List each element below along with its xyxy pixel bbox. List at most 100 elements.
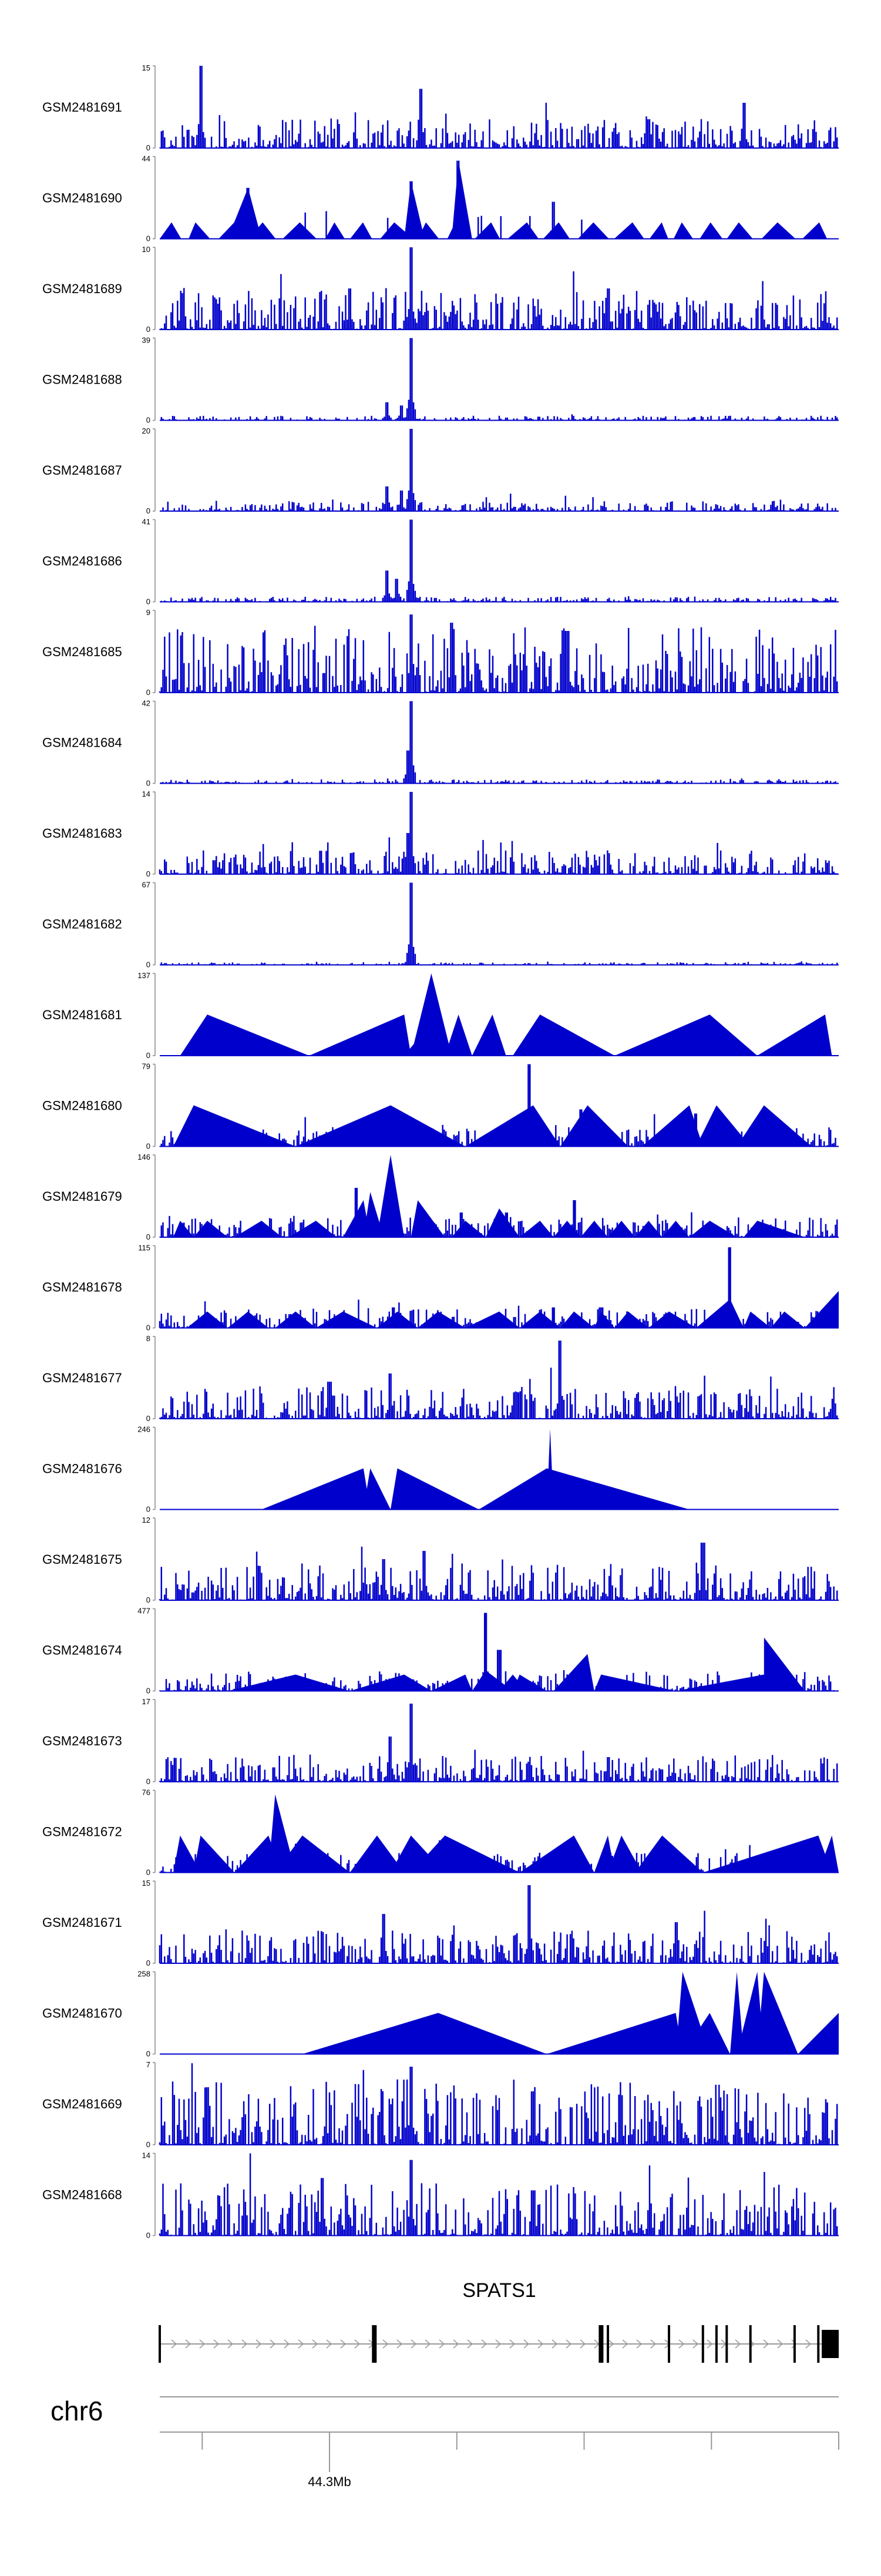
track-ymin: 0 (146, 688, 150, 697)
strand-arrow-icon (608, 2339, 614, 2349)
coverage-segment (648, 1311, 697, 1328)
track-label: GSM2481688 (42, 372, 122, 387)
coverage-segment (682, 2013, 730, 2054)
coverage-segment (594, 1674, 676, 1691)
track-GSM2481686: GSM2481686 41 0 (42, 518, 839, 606)
coverage-segment (325, 222, 345, 239)
ideogram-panel: chr6 44.3Mb (51, 2396, 839, 2489)
strand-arrow-icon (354, 2339, 361, 2349)
track-GSM2481684: GSM2481684 42 0 (42, 699, 839, 788)
track-GSM2481671: GSM2481671 15 0 (42, 1879, 839, 1967)
coverage-segment (189, 222, 210, 239)
coverage-segment (771, 1311, 805, 1328)
coverage-bars (159, 1885, 838, 1963)
coverage-segment (180, 1015, 310, 1056)
coverage-segment (302, 2013, 547, 2054)
coverage-segment (227, 187, 262, 239)
coverage-segment (553, 1221, 581, 1237)
track-ymin: 0 (146, 506, 150, 515)
coverage-segment (173, 1835, 201, 1873)
coverage-segment (818, 1835, 839, 1873)
strand-arrow-icon (425, 2339, 431, 2349)
track-ymax: 146 (137, 1153, 150, 1161)
coverage-segment (614, 222, 644, 239)
coverage-segment (268, 1794, 296, 1873)
strand-arrow-icon (171, 2339, 177, 2349)
track-ymin: 0 (146, 1051, 150, 1060)
axis-tick-label: 44.3Mb (308, 2474, 351, 2489)
coverage-bars (159, 66, 838, 148)
coverage-segment (662, 1221, 690, 1237)
track-GSM2481677: GSM2481677 8 0 (42, 1334, 839, 1423)
strand-arrow-icon (467, 2339, 473, 2349)
coverage-segment (227, 1311, 268, 1328)
track-ymax: 8 (146, 1334, 150, 1343)
track-ymax: 44 (142, 155, 150, 163)
track-label: GSM2481674 (42, 1643, 122, 1658)
track-label: GSM2481672 (42, 1825, 122, 1839)
track-label: GSM2481681 (42, 1007, 122, 1022)
coverage-bars (160, 701, 838, 784)
track-GSM2481691: GSM2481691 15 0 (42, 63, 839, 152)
coverage-segment (261, 1468, 371, 1510)
coverage-segment (635, 1835, 703, 1873)
strand-arrow-icon (255, 2339, 262, 2349)
track-ymin: 0 (146, 416, 150, 425)
track-ymax: 9 (146, 608, 150, 617)
coverage-segment (805, 1291, 839, 1328)
coverage-segment (350, 222, 372, 239)
coverage-segment (173, 1221, 194, 1237)
coverage-segment (485, 1208, 520, 1237)
track-ymin: 0 (146, 2231, 150, 2240)
track-GSM2481678: GSM2481678 115 0 (42, 1244, 839, 1332)
track-label: GSM2481687 (42, 463, 122, 478)
strand-arrow-icon (805, 2339, 812, 2349)
track-ymax: 137 (137, 971, 150, 980)
gene-model (159, 2325, 839, 2363)
strand-arrow-icon (650, 2339, 657, 2349)
track-label: GSM2481678 (42, 1280, 122, 1295)
coverage-segment (744, 1221, 805, 1237)
coverage-bars (159, 2153, 838, 2236)
coverage-segment (418, 1311, 466, 1328)
strand-arrow-icon (213, 2339, 220, 2349)
track-ymax: 14 (142, 2151, 150, 2160)
strand-arrow-icon (227, 2339, 234, 2349)
exon (725, 2325, 728, 2363)
track-label: GSM2481677 (42, 1371, 122, 1385)
coverage-segment (614, 1311, 649, 1328)
chromosome-label: chr6 (51, 2396, 103, 2426)
coverage-segment (193, 1221, 228, 1237)
track-label: GSM2481673 (42, 1734, 122, 1748)
coverage-segment (702, 1835, 832, 1873)
track-ymax: 67 (142, 881, 150, 889)
coverage-segment (475, 222, 500, 239)
track-ymax: 42 (142, 699, 150, 708)
coverage-segment (614, 1015, 758, 1056)
coverage-segment (696, 1299, 744, 1328)
track-ymin: 0 (146, 1142, 150, 1151)
track-ymax: 20 (142, 426, 150, 435)
strand-arrow-icon (340, 2339, 347, 2349)
coverage-segment (411, 1200, 445, 1237)
genomic-axis (160, 2431, 839, 2472)
exon (793, 2325, 796, 2363)
coverage-segment (700, 222, 723, 239)
coverage-segment (696, 1105, 751, 1147)
track-label: GSM2481691 (42, 100, 122, 115)
track-GSM2481673: GSM2481673 17 0 (42, 1697, 839, 1786)
coverage-segment (608, 1221, 635, 1237)
coverage-segment (546, 2013, 683, 2054)
track-GSM2481672: GSM2481672 76 0 (42, 1788, 839, 1877)
track-ymin: 0 (146, 1505, 150, 1514)
track-GSM2481668: GSM2481668 14 0 (42, 2151, 839, 2240)
coverage-bars (159, 247, 838, 330)
coverage-segment (431, 1674, 472, 1691)
exon (607, 2325, 609, 2363)
strand-arrow-icon (791, 2339, 798, 2349)
track-GSM2481675: GSM2481675 12 0 (42, 1516, 839, 1604)
track-ymax: 12 (142, 1516, 150, 1524)
track-label: GSM2481671 (42, 1915, 122, 1930)
exon (822, 2330, 839, 2358)
coverage-segment (730, 1972, 744, 2054)
